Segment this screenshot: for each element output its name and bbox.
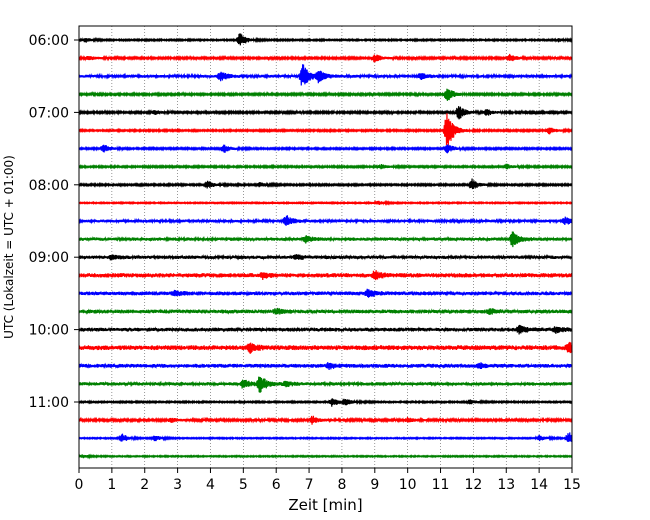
trace-07:30 bbox=[78, 144, 573, 154]
trace-07:00 bbox=[78, 106, 573, 120]
y-axis-label: UTC (Lokalzeit = UTC + 01:00) bbox=[2, 155, 16, 339]
trace-10:15 bbox=[78, 341, 573, 354]
x-tick-label: 14 bbox=[530, 477, 548, 493]
trace-10:00 bbox=[78, 324, 573, 335]
y-tick-label: 07:00 bbox=[29, 105, 69, 121]
x-tick-label: 13 bbox=[497, 477, 515, 493]
trace-08:45 bbox=[78, 231, 573, 248]
trace-10:30 bbox=[78, 362, 573, 371]
x-axis-ticks: 0 1 2 3 4 5 6 7 8 9 10 11 12 13 14 15 bbox=[75, 468, 581, 493]
y-tick-label: 11:00 bbox=[29, 395, 69, 411]
trace-09:00 bbox=[78, 253, 573, 261]
x-tick-label: 4 bbox=[206, 477, 215, 493]
x-tick-label: 8 bbox=[337, 477, 346, 493]
y-axis-ticks: 06:00 07:00 08:00 09:00 10:00 11:00 bbox=[29, 33, 79, 411]
x-tick-label: 9 bbox=[370, 477, 379, 493]
trace-09:15 bbox=[78, 270, 573, 281]
x-axis-label: Zeit [min] bbox=[288, 496, 362, 514]
trace-07:15 bbox=[78, 113, 573, 148]
seismic-traces bbox=[78, 33, 573, 460]
x-tick-label: 5 bbox=[239, 477, 248, 493]
plot-frame bbox=[78, 25, 573, 469]
x-tick-label: 3 bbox=[173, 477, 182, 493]
x-tick-label: 0 bbox=[75, 477, 84, 493]
trace-11:30 bbox=[78, 432, 573, 442]
trace-11:45 bbox=[78, 453, 573, 460]
y-tick-label: 09:00 bbox=[29, 250, 69, 266]
x-tick-label: 2 bbox=[140, 477, 149, 493]
trace-09:45 bbox=[78, 307, 573, 315]
trace-10:45 bbox=[78, 376, 573, 393]
x-tick-label: 7 bbox=[305, 477, 314, 493]
trace-07:45 bbox=[78, 163, 573, 171]
x-tick-label: 12 bbox=[464, 477, 482, 493]
trace-06:00 bbox=[78, 33, 573, 46]
x-tick-label: 10 bbox=[399, 477, 417, 493]
y-tick-label: 08:00 bbox=[29, 178, 69, 194]
trace-08:00 bbox=[78, 178, 573, 190]
x-tick-label: 6 bbox=[272, 477, 281, 493]
x-tick-label: 1 bbox=[107, 477, 116, 493]
trace-11:00 bbox=[78, 398, 573, 407]
x-tick-label: 15 bbox=[563, 477, 581, 493]
trace-08:30 bbox=[78, 215, 573, 226]
trace-11:15 bbox=[78, 415, 573, 425]
trace-08:15 bbox=[78, 199, 573, 206]
trace-06:15 bbox=[78, 53, 573, 63]
y-tick-label: 06:00 bbox=[29, 33, 69, 49]
trace-09:30 bbox=[78, 288, 573, 298]
y-tick-label: 10:00 bbox=[29, 323, 69, 339]
x-tick-label: 11 bbox=[432, 477, 450, 493]
trace-06:30 bbox=[78, 64, 573, 86]
trace-06:45 bbox=[78, 88, 573, 101]
